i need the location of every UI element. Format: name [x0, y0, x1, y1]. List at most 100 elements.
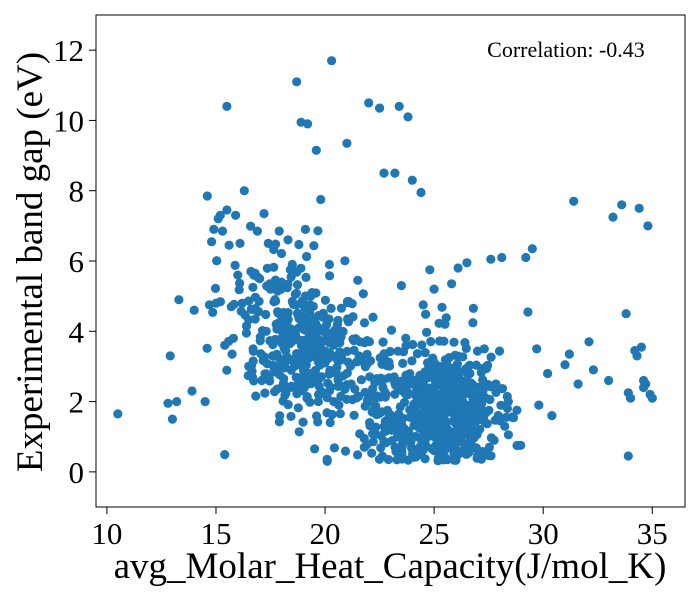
data-point	[263, 238, 273, 248]
data-point	[426, 337, 436, 347]
data-point	[468, 303, 478, 313]
data-point	[113, 409, 123, 419]
data-point	[368, 312, 378, 322]
data-point	[437, 394, 447, 404]
data-point	[401, 341, 411, 351]
data-point	[309, 330, 319, 340]
data-point	[272, 365, 282, 375]
data-point	[604, 375, 614, 386]
data-point	[255, 332, 265, 342]
data-point	[416, 187, 426, 198]
data-point	[250, 292, 260, 302]
data-point	[353, 450, 363, 460]
data-point	[302, 393, 312, 403]
data-point	[246, 221, 256, 231]
y-tick-label: 8	[69, 174, 85, 209]
data-point	[252, 226, 262, 236]
data-point	[485, 394, 495, 405]
data-point	[423, 358, 433, 368]
data-point	[462, 376, 472, 386]
data-point	[462, 258, 472, 268]
data-point	[310, 444, 320, 454]
data-point	[322, 456, 332, 466]
data-point	[307, 288, 317, 298]
data-point	[268, 351, 278, 361]
data-point	[259, 352, 269, 362]
data-point	[255, 274, 265, 284]
data-point	[453, 263, 463, 273]
data-point	[326, 382, 336, 392]
data-point	[429, 365, 439, 376]
data-point	[348, 312, 358, 322]
data-point	[497, 252, 507, 263]
data-point	[508, 413, 519, 423]
data-point	[621, 309, 631, 319]
data-point	[276, 248, 287, 259]
data-point	[305, 368, 315, 379]
data-point	[501, 412, 511, 422]
data-point	[412, 349, 422, 359]
data-point	[288, 299, 298, 309]
data-point	[375, 103, 385, 113]
data-point	[439, 336, 449, 346]
data-point	[441, 402, 451, 412]
data-point	[297, 296, 308, 306]
data-point	[316, 194, 326, 205]
data-point	[512, 405, 522, 415]
data-point	[440, 418, 450, 428]
data-point	[318, 312, 328, 322]
data-point	[292, 267, 302, 277]
data-point	[335, 381, 345, 391]
data-point	[308, 301, 318, 311]
data-point	[478, 375, 488, 385]
data-point	[473, 450, 483, 460]
data-point	[228, 333, 238, 343]
data-point	[547, 411, 557, 421]
data-point	[249, 304, 259, 314]
data-point	[448, 433, 458, 443]
data-point	[471, 360, 481, 370]
data-point	[362, 359, 372, 369]
data-point	[248, 344, 258, 354]
data-point	[279, 343, 289, 353]
data-point	[270, 295, 280, 305]
data-point	[378, 337, 388, 347]
data-point	[211, 298, 221, 308]
data-point	[283, 400, 293, 410]
y-tick-label: 0	[69, 455, 85, 490]
x-tick-label: 20	[310, 516, 341, 551]
data-point	[461, 343, 471, 353]
data-point	[342, 297, 352, 307]
data-point	[617, 200, 627, 210]
data-point	[459, 404, 469, 414]
data-point	[325, 271, 335, 281]
data-point	[312, 411, 322, 421]
data-point	[291, 288, 301, 298]
data-point	[423, 384, 433, 394]
data-point	[465, 360, 475, 370]
data-point	[491, 379, 501, 389]
data-point	[379, 168, 389, 178]
data-point	[257, 375, 267, 386]
data-point	[458, 352, 468, 362]
data-point	[634, 203, 644, 213]
data-point	[454, 410, 464, 420]
data-point	[532, 344, 542, 354]
data-point	[418, 300, 428, 310]
data-point	[484, 405, 494, 415]
data-point	[325, 348, 335, 358]
data-point	[403, 112, 413, 122]
data-point	[208, 307, 218, 317]
data-point	[167, 414, 177, 424]
data-point	[320, 327, 330, 337]
data-point	[389, 372, 399, 382]
data-point	[420, 348, 430, 358]
data-point	[210, 283, 221, 293]
data-point	[417, 340, 427, 350]
data-point	[486, 352, 496, 362]
data-point	[217, 226, 228, 236]
data-point	[521, 252, 531, 263]
x-tick-label: 10	[91, 516, 122, 551]
data-point	[367, 448, 377, 458]
data-point	[454, 373, 464, 383]
